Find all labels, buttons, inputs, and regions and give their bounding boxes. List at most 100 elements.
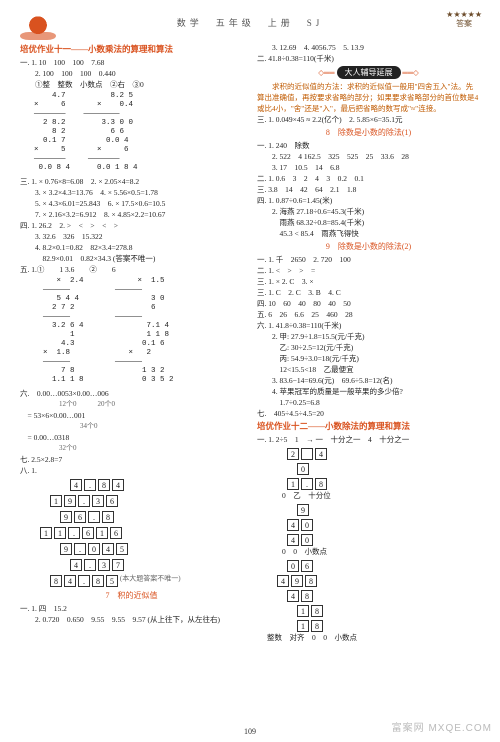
l: 1.7÷0.25=6.8 (257, 397, 480, 408)
grid-row: 18 (297, 620, 323, 632)
grid-cell: 9 (60, 511, 72, 523)
grid-cell: 5 (106, 575, 118, 587)
grid-cell: . (84, 479, 96, 491)
l: 2. 100 100 100 0.440 (20, 68, 243, 79)
l: 一. 1. 四 15.2 (20, 603, 243, 614)
l: 一. 1. 2÷5 1 → 一 十分之一 4 十分之一 (257, 434, 480, 445)
grid-cell: 8 (305, 575, 317, 587)
grid-row: 4.37 (70, 559, 124, 571)
page-number: 109 (244, 727, 256, 736)
page-subject: 数学 五年级 上册 SJ (177, 16, 324, 29)
l: 一. 1. 千 2650 2. 720 100 (257, 254, 480, 265)
l: 三. 1. C 2. C 3. B 4. C (257, 287, 480, 298)
grid-cell: . (88, 511, 100, 523)
grid-row: 1.8 (287, 478, 327, 490)
grid-cell: 2 (287, 448, 299, 460)
grid-cell: 3 (92, 495, 104, 507)
l: 34个0 (20, 421, 243, 432)
l: 12<15.5<18 乙最便宜 (257, 364, 480, 375)
grid-cell: 4 (112, 479, 124, 491)
grid-cell: 8 (315, 478, 327, 490)
grid-cell: 0 (301, 519, 313, 531)
grid-cell: 6 (301, 560, 313, 572)
grid-cell: 0 (301, 534, 313, 546)
grid-row: 0 (297, 463, 309, 475)
tutorial-text: 求积的近似值的方法：求积的近似值一般用"四舍五入"法。先算出准确值，再按要求省略… (257, 81, 480, 114)
l: 4. 8.2×0.1=0.82 82×3.4=278.8 (20, 242, 243, 253)
l: 四. 1. 26.2 2. > < > < > (20, 220, 243, 231)
l: 45.3 < 85.4 雨燕飞得快 (257, 228, 480, 239)
side-label: 答案 (446, 19, 482, 28)
grid-row: 498 (277, 575, 317, 587)
grid-row: 24 (287, 448, 327, 460)
grid-cell: 1 (297, 620, 309, 632)
grid-row: 40 (287, 519, 313, 531)
l: 三. 1. 0.049×45 ≈ 2.2(亿个) 2. 5.85×6=35.1元 (257, 114, 480, 125)
sec-title-12: 培优作业十二——小数除法的算理和算法 (257, 421, 480, 432)
l: 六. 1. 41.8÷0.38=110(千米) (257, 320, 480, 331)
grid-cell: 8 (301, 590, 313, 602)
l: 82.9×0.01 0.82×34.3 (答案不唯一) (20, 253, 243, 264)
grid-cell: 0 (287, 560, 299, 572)
grid-cell: 1 (54, 527, 66, 539)
grid-row: 19.36 (50, 495, 118, 507)
vertical-calc-2: × 2.4 × 1.5 —————— —————— 5 4 4 3 0 2 7 … (34, 277, 243, 385)
l: 2. 甲: 27.9÷1.8=15.5(元/千克) (257, 331, 480, 342)
grid-cell: . (78, 495, 90, 507)
wm1: MXQE.COM (428, 723, 492, 734)
l: 12个0 20个0 (20, 399, 243, 410)
l: 7. × 2.16×3.2=6.912 8. × 4.85×2.2=10.67 (20, 209, 243, 220)
l: 六. 0.00…0053×0.00…006 (20, 388, 243, 399)
grid-cell: 5 (116, 543, 128, 555)
tutorial-badge: 大人辅导延展 (337, 66, 401, 79)
grid-cell: 8 (50, 575, 62, 587)
grid-cell: 1 (96, 527, 108, 539)
l: 乙: 30÷2.5=12(元/千克) (257, 342, 480, 353)
l: 七. 405÷4.5÷4.5=20 (257, 408, 480, 419)
grid-cell: 4 (102, 543, 114, 555)
grid-row: 9.045 (60, 543, 128, 555)
grid-row: 18 (297, 605, 323, 617)
grid-cell: 3 (98, 559, 110, 571)
grid-cell: 9 (60, 543, 72, 555)
l: 四. 10 60 40 80 40 50 (257, 298, 480, 309)
l: 四. 1. 0.87÷0.6=1.45(米) (257, 195, 480, 206)
l: 雨燕 68.32÷0.8=85.4(千米) (257, 217, 480, 228)
l: 32个0 (20, 443, 243, 454)
grid-cell: 4 (64, 575, 76, 587)
sec-title-9: 9 除数是小数的除法(2) (257, 241, 480, 252)
grid-cell: 1 (287, 478, 299, 490)
grid-cell: 6 (110, 527, 122, 539)
l: 二. 41.8÷0.38=110(千米) (257, 53, 480, 64)
l: 3. × 3.2×4.3=13.76 4. × 5.56×0.5=1.78 (20, 187, 243, 198)
l: 4. 苹果冠军的质量是一般苹果的多少倍? (257, 386, 480, 397)
grid-cell: 4 (315, 448, 327, 460)
l: = 0.00…0318 (20, 432, 243, 443)
l: 五. 1.① 1 3.6 ② 6 (20, 264, 243, 275)
l: 3. 32.6 326 15.322 (20, 231, 243, 242)
grid-intro: 八. 1. (20, 465, 243, 476)
deco-right: ══◇ (402, 68, 418, 77)
l: 3. 12.69 4. 4056.75 5. 13.9 (257, 42, 480, 53)
l: 三. 1. × 0.76×8=6.08 2. × 2.05×4=8.2 (20, 176, 243, 187)
grid-cell: 4 (70, 559, 82, 571)
watermark: 富案网 MXQE.COM (392, 719, 492, 734)
sec-title-8: 8 除数是小数的除法(1) (257, 127, 480, 138)
grid-cell: 4 (277, 575, 289, 587)
grid-cell: 8 (92, 575, 104, 587)
grid-cell: 6 (74, 511, 86, 523)
l: 2. 0.720 0.650 9.55 9.55 9.57 (从上往下，从左往右… (20, 614, 243, 625)
grid-cell: . (78, 575, 90, 587)
l: 0 0 小数点 (267, 546, 480, 557)
grid-row: 9 (297, 504, 309, 516)
grid-row: 84.85 (50, 575, 118, 587)
grid-cell: 0 (297, 463, 309, 475)
vertical-calc-1: 4.7 8.2 5 × 6 × 0.4 ——————— ———————— 2 8… (34, 92, 243, 173)
grid-cell: . (84, 559, 96, 571)
grid-row: 4.84 (70, 479, 124, 491)
l: 二. 1. 0.6 3 2 4 3 0.2 0.1 (257, 173, 480, 184)
grid-block-r: 24 0 1.8 0 乙 十分位 9 40 40 0 0 小数点 06 498 … (267, 448, 480, 643)
l: = 53×6×0.00…001 (20, 410, 243, 421)
grid-cell: 9 (291, 575, 303, 587)
l: 一. 1. 10 100 100 7.68 (20, 57, 243, 68)
